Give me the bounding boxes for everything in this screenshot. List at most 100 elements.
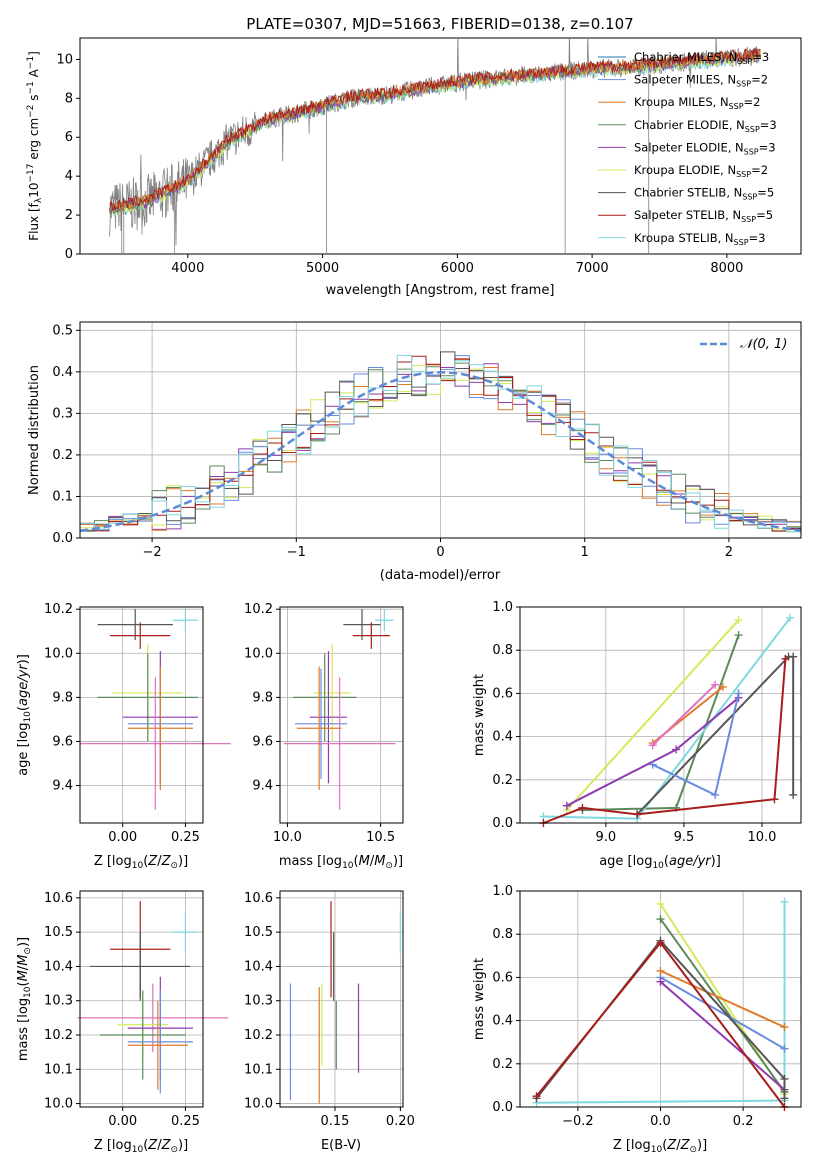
histogram-xtick-label: 1 xyxy=(581,545,589,560)
mw-z-point-marker xyxy=(780,1074,789,1083)
mw-z-xtick-label: 0.2 xyxy=(733,1114,754,1129)
spectrum-ytick-label: 4 xyxy=(65,169,73,184)
histogram-yticks: 0.0 0.1 0.2 0.3 0.4 0.5 xyxy=(52,323,80,546)
mw-age-point-marker xyxy=(633,810,642,819)
age-mass-ytick-label: 9.8 xyxy=(252,690,273,705)
normal-legend-label: 𝒩(0, 1) xyxy=(740,337,787,352)
mw-z-ytick-label: 0.2 xyxy=(492,1057,513,1072)
legend-label: Salpeter STELIB, NSSP=5 xyxy=(634,208,773,224)
mass-z-ytick-label: 10.2 xyxy=(44,1028,73,1043)
histogram-ytick-label: 0.2 xyxy=(52,448,73,463)
mass-weight-vs-metallicity-panel: −0.2 0.0 0.2 0.0 0.2 0.4 0.6 0.8 1.0 Z [log10(Z/… xyxy=(472,884,802,1155)
mw-age-point-marker xyxy=(672,745,681,754)
model-spectrum-line xyxy=(109,48,761,212)
age-mass-xtick-label: 10.5 xyxy=(366,830,395,845)
mw-z-ytick-label: 1.0 xyxy=(492,884,513,899)
figure-title: PLATE=0307, MJD=51663, FIBERID=0138, z=0… xyxy=(246,15,633,33)
mw-age-point-marker xyxy=(711,790,720,799)
histogram-xtick-label: 0 xyxy=(436,545,444,560)
mw-z-point-marker xyxy=(780,1094,789,1103)
histogram-ytick-label: 0.1 xyxy=(52,489,73,504)
age-mass-ytick-label: 10.2 xyxy=(244,602,273,617)
mw-z-series-line xyxy=(659,918,786,1093)
age-z-xtick-label: 0.25 xyxy=(171,830,200,845)
age-mass-frame xyxy=(279,606,404,824)
histogram-xtick-label: −1 xyxy=(287,545,306,560)
mass-z-ytick-label: 10.0 xyxy=(44,1097,73,1112)
mw-age-ytick-label: 0.0 xyxy=(492,816,513,831)
mw-age-point-marker xyxy=(734,631,743,640)
age-z-frame xyxy=(79,606,204,824)
normal-curve xyxy=(80,371,801,532)
legend-label: Kroupa STELIB, NSSP=3 xyxy=(634,231,765,247)
mw-age-ytick-label: 0.2 xyxy=(492,773,513,788)
age-z-xtick-label: 0.00 xyxy=(108,830,137,845)
histogram-legend: 𝒩(0, 1) xyxy=(700,337,787,352)
legend-label: Kroupa ELODIE, NSSP=2 xyxy=(634,163,768,179)
legend-label: Chabrier MILES, NSSP=3 xyxy=(634,50,769,66)
age-mass-ytick-label: 9.6 xyxy=(252,734,273,749)
mass-z-xlabel: Z [log10(Z/Z⊙)] xyxy=(94,1138,188,1155)
mass-vs-metallicity-panel: 0.00 0.25 10.0 10.1 10.2 10.3 10.4 10.5 10.6 Z [… xyxy=(16,890,229,1155)
mass-vs-extinction-panel: 0.15 0.20 10.0 10.1 10.2 10.3 10.4 10.5 10.6 E(B… xyxy=(244,890,415,1153)
spectrum-xtick-label: 8000 xyxy=(710,261,743,276)
spectrum-xlabel: wavelength [Angstrom, rest frame] xyxy=(326,283,555,298)
spectrum-ytick-label: 10 xyxy=(56,52,73,67)
mw-age-ytick-label: 0.4 xyxy=(492,730,513,745)
mass-z-ytick-label: 10.3 xyxy=(44,994,73,1009)
mass-weight-vs-age-panel: 9.0 9.5 10.0 0.0 0.2 0.4 0.6 0.8 1.0 age [log10(… xyxy=(472,600,802,871)
age-vs-mass-panel: 10.0 10.5 9.4 9.6 9.8 10.0 10.2 mass [log10(M/… xyxy=(244,602,404,871)
age-z-xlabel: Z [log10(Z/Z⊙)] xyxy=(94,854,188,871)
mw-z-xlabel: Z [log10(Z/Z⊙)] xyxy=(613,1138,707,1155)
mw-z-ytick-label: 0.8 xyxy=(492,927,513,942)
age-mass-xtick-label: 10.0 xyxy=(273,830,302,845)
legend-label: Chabrier STELIB, NSSP=5 xyxy=(634,186,774,202)
mw-age-point-marker xyxy=(578,803,587,812)
mass-ebv-ytick-label: 10.6 xyxy=(244,891,273,906)
spectrum-legend: Chabrier MILES, NSSP=3 Salpeter MILES, NS… xyxy=(598,50,777,247)
mw-z-point-marker xyxy=(780,1023,789,1032)
mw-age-point-marker xyxy=(786,613,795,622)
mw-age-series-line xyxy=(543,617,791,820)
mw-z-series-line xyxy=(660,976,785,1050)
mw-z-ytick-label: 0.0 xyxy=(492,1100,513,1115)
histogram-ytick-label: 0.5 xyxy=(52,323,73,338)
spectrum-ytick-label: 0 xyxy=(65,247,73,262)
age-z-ytick-label: 10.0 xyxy=(44,646,73,661)
mw-age-xlabel: age [log10(age/yr)] xyxy=(599,854,721,871)
mass-z-frame xyxy=(79,890,204,1108)
mw-age-ytick-label: 0.6 xyxy=(492,686,513,701)
age-mass-xlabel: mass [log10(M/M⊙)] xyxy=(279,854,403,871)
mw-age-point-marker xyxy=(770,795,779,804)
spectrum-xtick-label: 7000 xyxy=(576,261,609,276)
mw-age-point-marker xyxy=(781,654,790,663)
mw-age-ytick-label: 0.8 xyxy=(492,643,513,658)
mass-ebv-ytick-label: 10.3 xyxy=(244,994,273,1009)
legend-label: Chabrier ELODIE, NSSP=3 xyxy=(634,118,777,134)
age-z-ytick-label: 9.4 xyxy=(52,779,73,794)
spectrum-ytick-label: 8 xyxy=(65,91,73,106)
mass-ebv-ytick-label: 10.5 xyxy=(244,925,273,940)
mw-z-point-marker xyxy=(656,977,665,986)
histogram-xtick-label: 2 xyxy=(725,545,733,560)
mw-age-xtick-label: 10.0 xyxy=(747,830,776,845)
mw-z-point-marker xyxy=(656,938,665,947)
age-z-ytick-label: 9.6 xyxy=(52,734,73,749)
spectrum-ytick-label: 2 xyxy=(65,208,73,223)
mw-z-point-marker xyxy=(656,966,665,975)
mw-age-ytick-label: 1.0 xyxy=(492,600,513,615)
mw-age-ylabel: mass weight xyxy=(472,674,487,756)
legend-label: Salpeter MILES, NSSP=2 xyxy=(634,73,768,89)
mw-z-point-marker xyxy=(656,915,665,924)
mw-z-series-line xyxy=(660,969,785,1029)
mass-z-xtick-label: 0.25 xyxy=(171,1114,200,1129)
mw-age-point-marker xyxy=(789,790,798,799)
mass-ebv-frame xyxy=(279,890,404,1108)
spectrum-panel: 4000 5000 6000 7000 8000 0 2 4 6 8 10 Chabrier MI… xyxy=(26,37,802,298)
mw-age-xtick-label: 9.0 xyxy=(596,830,617,845)
mass-ebv-xtick-label: 0.20 xyxy=(386,1114,415,1129)
histogram-ytick-label: 0.3 xyxy=(52,406,73,421)
mw-age-series-line xyxy=(652,684,716,746)
mw-z-ytick-label: 0.4 xyxy=(492,1014,513,1029)
mass-ebv-xtick-label: 0.15 xyxy=(320,1114,349,1129)
